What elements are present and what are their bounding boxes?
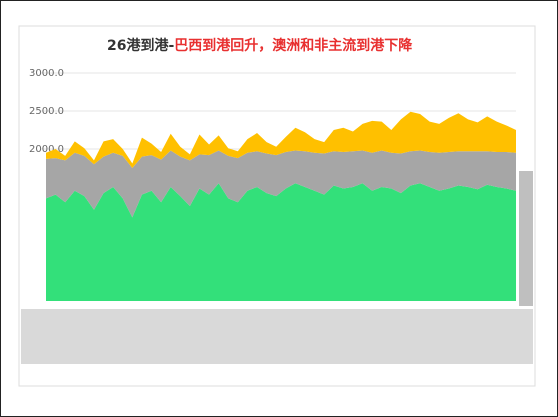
title-prefix: 26港到港- [107, 37, 174, 54]
y-tick-label: 2000.0 [29, 144, 64, 155]
x-axis-band [21, 309, 533, 364]
y-tick-label: 2500.0 [29, 106, 64, 117]
right-axis-band [519, 171, 533, 306]
y-tick-label: 3000.0 [29, 68, 64, 79]
area [46, 111, 516, 168]
title-main: 巴西到港回升，澳洲和非主流到港下降 [174, 37, 413, 54]
area [46, 183, 516, 301]
chart-title: 26港到港-巴西到港回升，澳洲和非主流到港下降 [107, 37, 413, 54]
area [46, 150, 516, 218]
